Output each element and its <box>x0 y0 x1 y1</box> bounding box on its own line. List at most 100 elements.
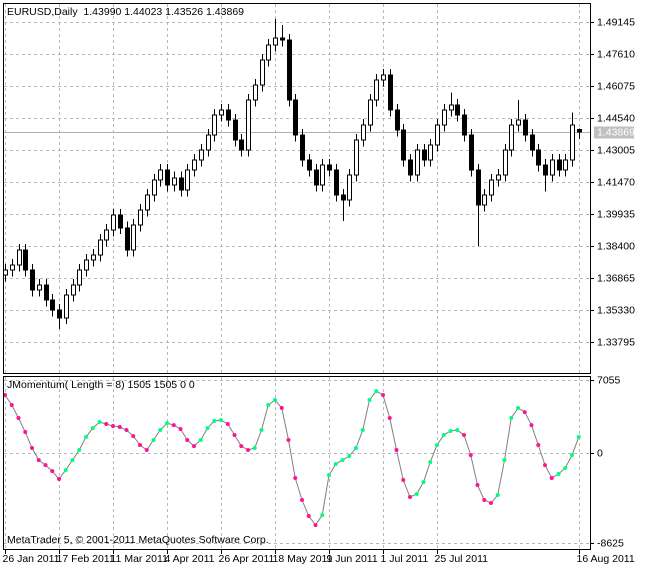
candle-body <box>111 214 116 231</box>
indicator-point <box>57 477 61 482</box>
indicator-point <box>543 463 547 468</box>
indicator-point <box>556 472 561 477</box>
y-tick-label: 1.47610 <box>597 48 635 60</box>
indicator-point <box>522 410 527 415</box>
indicator-title: JMomentum( Length = 8) 1505 1505 0 0 <box>7 379 195 391</box>
indicator-point <box>144 448 149 453</box>
candle-body <box>77 269 82 286</box>
main-pane <box>3 3 591 374</box>
indicator-point <box>198 438 203 443</box>
candle-body <box>408 159 413 176</box>
indicator-point <box>151 438 156 443</box>
candle-body <box>557 159 562 171</box>
indicator-point <box>111 423 115 428</box>
candle-body <box>91 254 96 261</box>
indicator-point <box>448 428 453 433</box>
candle-body <box>37 284 42 291</box>
x-tick-label: 1 Jul 2011 <box>381 553 429 565</box>
y-tick-label: 7055 <box>597 374 621 386</box>
candle-body <box>489 179 494 196</box>
chart-title: EURUSD,Daily 1.43990 1.44023 1.43526 1.4… <box>7 6 244 18</box>
candle-body <box>30 269 35 291</box>
indicator-pane <box>3 376 591 550</box>
indicator-point <box>570 453 574 458</box>
indicator-point <box>192 444 196 449</box>
y-tick-label: 1.38400 <box>597 240 635 252</box>
candle-body <box>44 284 49 301</box>
candle-body <box>469 134 474 171</box>
indicator-point <box>246 448 250 453</box>
candle-body <box>449 104 454 111</box>
indicator-point <box>300 498 304 503</box>
indicator-point <box>340 458 345 463</box>
y-tick-label: 1.46075 <box>597 80 635 92</box>
indicator-point <box>495 493 500 498</box>
x-tick-label: 4 Apr 2011 <box>165 553 215 565</box>
y-tick-label: 0 <box>597 447 603 459</box>
candle-body <box>455 104 460 116</box>
candle-body <box>516 119 521 126</box>
indicator-point <box>367 398 372 403</box>
indicator-point <box>293 475 298 480</box>
y-tick-label: 1.49145 <box>597 16 635 28</box>
indicator-point <box>225 422 230 427</box>
indicator-point <box>77 448 82 453</box>
candle-body <box>246 99 251 151</box>
indicator-point <box>90 426 95 431</box>
candle-body <box>307 159 312 171</box>
copyright: MetaTrader 5, © 2001-2011 MetaQuotes Sof… <box>7 534 269 546</box>
candle-body <box>530 134 535 151</box>
indicator-point <box>259 428 264 433</box>
candle-body <box>442 109 447 126</box>
last-price-label: 1.43869 <box>597 126 635 138</box>
x-tick-label: 11 Mar 2011 <box>111 553 169 565</box>
candle-body <box>368 99 373 126</box>
indicator-point <box>63 468 68 473</box>
y-tick-label: 1.44540 <box>597 112 635 124</box>
indicator-point <box>489 501 493 506</box>
y-tick-label: 1.43005 <box>597 144 635 156</box>
candle-body <box>50 299 55 311</box>
candle-body <box>253 84 258 101</box>
candle-body <box>327 164 332 171</box>
y-tick-label: 1.36865 <box>597 272 635 284</box>
indicator-point <box>482 498 487 503</box>
indicator-point <box>529 423 534 428</box>
candle-body <box>10 264 15 271</box>
candle-body <box>172 177 177 186</box>
indicator-point <box>347 454 352 459</box>
candle-body <box>17 249 22 266</box>
candle-body <box>226 109 231 121</box>
candle-body <box>179 177 184 191</box>
indicator-point <box>158 428 163 433</box>
indicator-point <box>165 421 169 426</box>
candle-body <box>158 169 163 181</box>
indicator-point <box>435 443 439 448</box>
indicator-point <box>212 419 217 424</box>
candle-body <box>98 239 103 256</box>
candle-body <box>199 149 204 161</box>
candle-body <box>422 149 427 161</box>
indicator-point <box>408 495 412 500</box>
candle-body <box>84 259 89 271</box>
candle-body <box>192 159 197 171</box>
y-tick-label: 1.39935 <box>597 208 635 220</box>
indicator-point <box>104 422 109 427</box>
candle-body <box>300 134 305 161</box>
indicator-point <box>239 444 244 449</box>
candle-body <box>334 169 339 196</box>
indicator-point <box>360 428 365 433</box>
indicator-point <box>509 415 514 420</box>
indicator-point <box>421 480 426 485</box>
x-tick-label: 9 Jun 2011 <box>327 553 378 565</box>
candle-body <box>239 139 244 151</box>
y-tick-label: 1.35330 <box>597 304 635 316</box>
candle-body <box>543 164 548 176</box>
candle-body <box>388 74 393 111</box>
candle-body <box>415 149 420 176</box>
candle-body <box>503 149 508 176</box>
candle-body <box>570 124 575 161</box>
candle-body <box>219 109 224 116</box>
indicator-point <box>394 448 399 453</box>
